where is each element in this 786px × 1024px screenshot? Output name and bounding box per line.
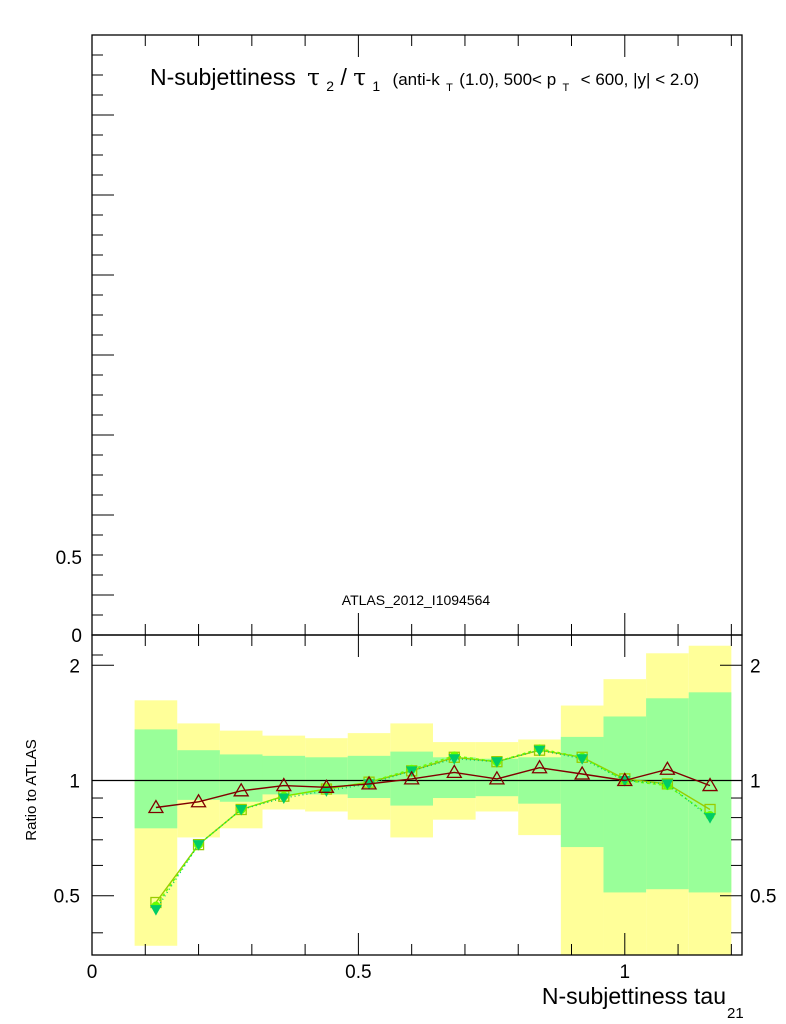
title-tau1: τ xyxy=(353,65,366,91)
series-3-point xyxy=(275,777,292,792)
chart-title: N-subjettiness τ 2 / τ 1 (anti-k T (1.0)… xyxy=(150,64,699,96)
main-ytick-label-0.5: 0.5 xyxy=(56,548,82,569)
title-detail-b: (1.0), 500< p xyxy=(459,70,556,89)
ratio-ytick-label-left: 1 xyxy=(69,772,80,793)
main-ytick-label-0: 0 xyxy=(71,626,82,647)
title-slash: / xyxy=(340,64,347,90)
title-sub2: 2 xyxy=(326,78,334,94)
green-band-bin xyxy=(134,729,178,829)
ratio-ytick-label-right: 2 xyxy=(750,656,761,677)
series-2-line xyxy=(155,749,711,910)
title-detail-c: < 600, |y| < 2.0) xyxy=(581,70,699,89)
series-3-point xyxy=(616,772,633,787)
green-band-bin xyxy=(688,692,732,893)
mc-series xyxy=(147,744,719,916)
series-3-point xyxy=(574,765,591,780)
series-2-point xyxy=(277,793,290,805)
title-detail-sub-t2: T xyxy=(563,82,570,94)
series-2-point xyxy=(150,905,162,916)
ratio-ytick-label-right: 1 xyxy=(750,772,761,793)
uncertainty-bands xyxy=(134,645,732,955)
title-sub1: 1 xyxy=(372,78,380,94)
series-3-point xyxy=(403,770,420,785)
series-2-point xyxy=(192,840,205,851)
series-3-line xyxy=(155,766,711,809)
series-2-point xyxy=(533,745,546,757)
ratio-ytick-label-left: 2 xyxy=(69,656,80,677)
ratio-ytick-labels: 0.5 0.5 1 1 2 2 xyxy=(54,656,777,907)
xtick-labels: 0 0.5 1 xyxy=(87,962,630,983)
series-3-point xyxy=(488,770,506,785)
ratio-panel-ticks xyxy=(91,635,742,955)
x-axis-label-sub: 21 xyxy=(727,1005,744,1022)
series-2-point xyxy=(661,779,674,790)
green-band-bin xyxy=(603,716,647,893)
title-detail-sub-t: T xyxy=(446,82,453,94)
title-detail-a: (anti-k xyxy=(393,70,441,89)
series-2-point xyxy=(448,754,461,765)
x-axis-label: N-subjettiness tau xyxy=(542,983,726,1009)
series-2-point xyxy=(704,813,716,824)
series-2-point xyxy=(491,757,503,768)
series-2-point xyxy=(576,754,589,765)
xtick-label: 0.5 xyxy=(345,962,371,983)
series-3-point xyxy=(531,759,548,774)
series-3-point xyxy=(318,779,335,793)
series-2-point xyxy=(235,804,248,816)
ratio-y-axis-label: Ratio to ATLAS xyxy=(23,739,40,840)
series-3-point xyxy=(701,777,719,792)
ratio-ytick-label-right: 0.5 xyxy=(750,887,776,908)
series-3-point xyxy=(446,764,463,779)
analysis-label: ATLAS_2012_I1094564 xyxy=(342,592,491,608)
xtick-label: 1 xyxy=(619,962,630,983)
title-tau2: τ xyxy=(307,65,320,91)
green-band-bin xyxy=(262,755,306,795)
ratio-ytick-label-left: 0.5 xyxy=(54,887,80,908)
series-3-point xyxy=(659,760,676,775)
series-3-point xyxy=(147,799,165,814)
series-3-point xyxy=(360,775,378,790)
ratio-panel-frame xyxy=(91,634,743,956)
series-3-point xyxy=(190,793,207,808)
main-panel-ticks xyxy=(91,34,732,656)
title-main: N-subjettiness xyxy=(150,64,296,90)
green-band-bin xyxy=(646,698,689,890)
green-band-bin xyxy=(177,750,220,800)
main-panel-frame xyxy=(91,34,743,636)
series-3-point xyxy=(233,782,250,797)
xtick-label: 0 xyxy=(87,962,98,983)
